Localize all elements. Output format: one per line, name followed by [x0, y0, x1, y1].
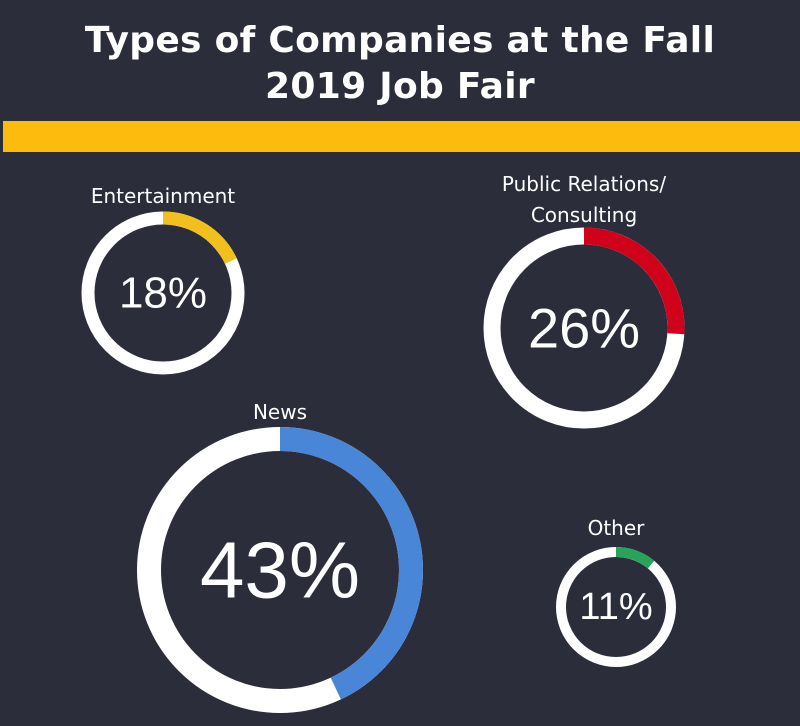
accent-divider-bar [3, 121, 800, 152]
ring-group-entertainment: Entertainment 18% [81, 184, 245, 375]
ring-value-arc [162, 211, 237, 265]
ring-category-label: Public Relations/ [502, 172, 666, 196]
ring-percent-label: 18% [119, 269, 207, 318]
ring-value-arc [615, 547, 655, 569]
chart-title-line-2: 2019 Job Fair [265, 66, 535, 107]
chart-title: Types of Companies at the Fall 2019 Job … [0, 18, 800, 110]
ring-value-arc [279, 427, 423, 700]
chart-title-line-1: Types of Companies at the Fall [84, 20, 716, 61]
ring-group-public-relations-consulting: Public Relations/Consulting 26% [483, 172, 685, 429]
ring-category-label: Consulting [531, 203, 637, 227]
ring-percent-label: 11% [579, 586, 652, 628]
ring-percent-label: 26% [528, 297, 640, 360]
ring-percent-label: 43% [200, 526, 360, 615]
ring-category-label: Entertainment [91, 184, 235, 208]
ring-category-label: News [253, 400, 307, 424]
ring-group-other: Other 11% [556, 516, 676, 667]
ring-category-label: Other [588, 516, 646, 540]
ring-group-news: News 43% [137, 400, 423, 713]
ring-value-arc [583, 227, 685, 335]
